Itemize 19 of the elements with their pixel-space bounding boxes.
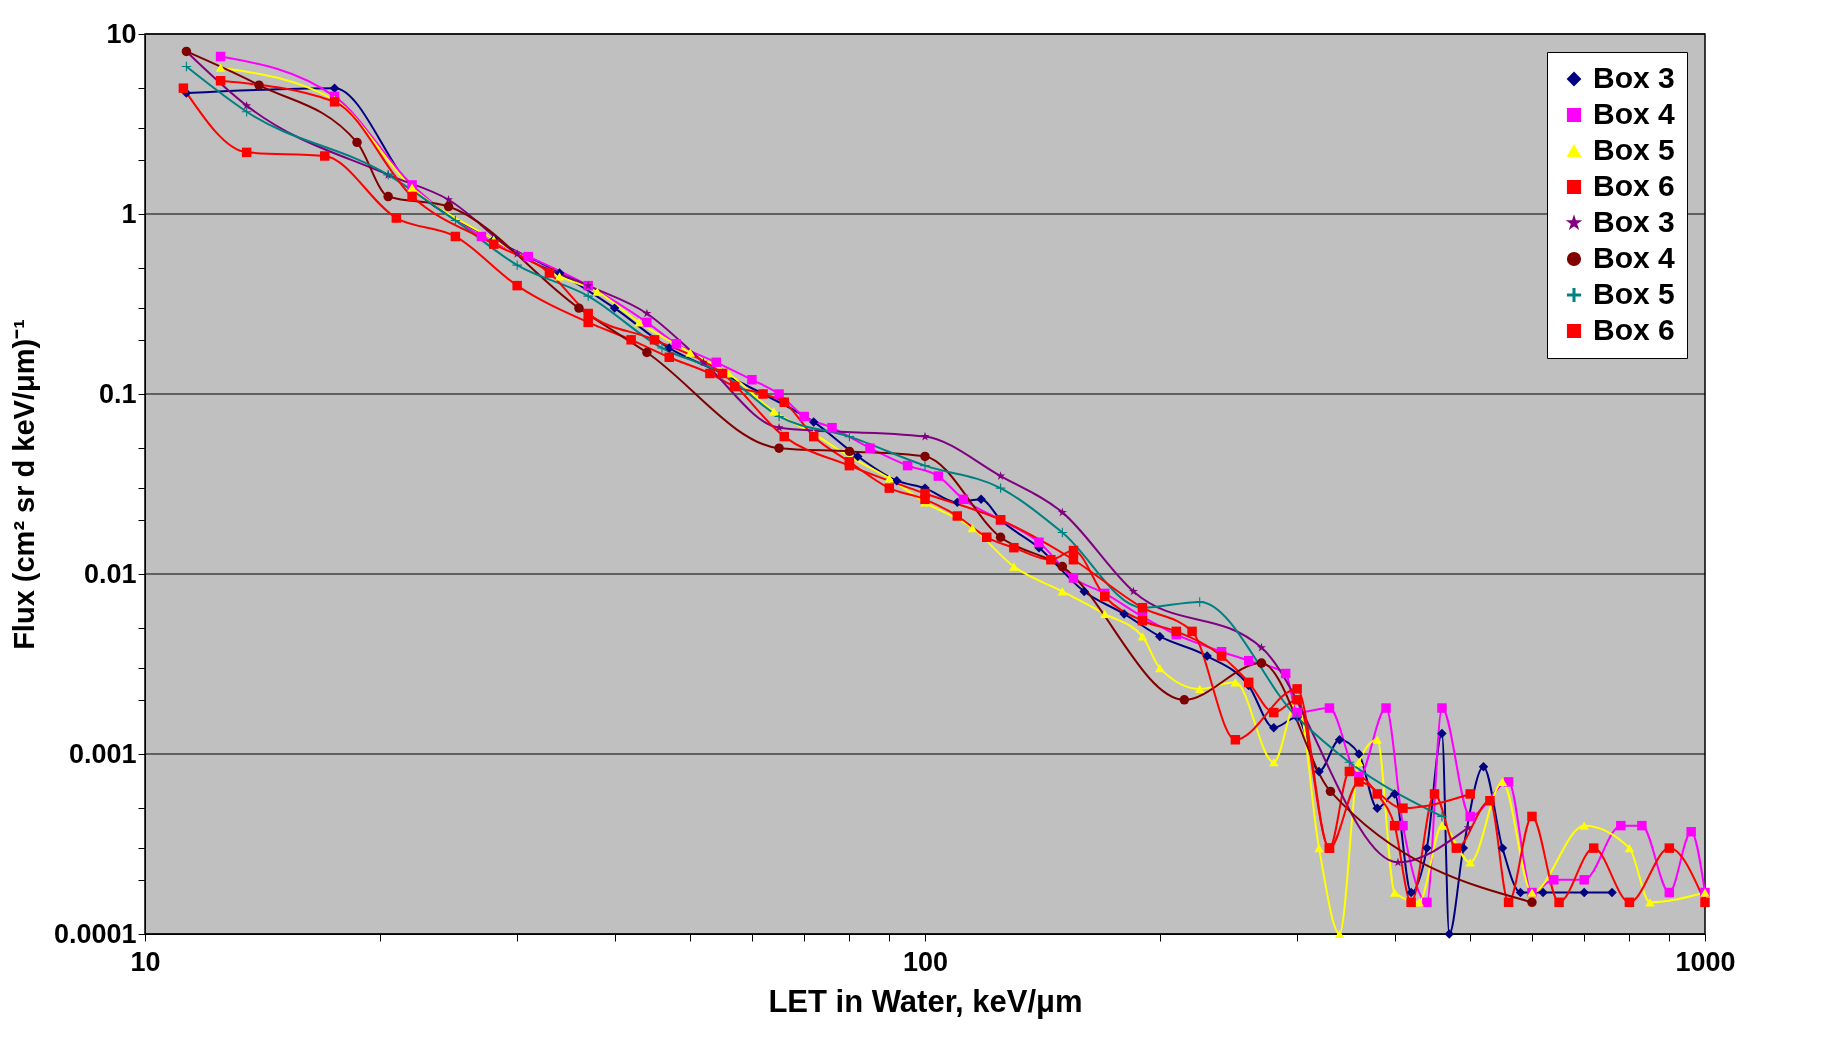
y-tick-label: 0.01 — [83, 558, 137, 589]
x-axis-title: LET in Water, keV/μm — [768, 983, 1083, 1019]
y-tick-label: 10 — [106, 18, 137, 49]
y-tick-label: 0.001 — [68, 738, 137, 769]
y-tick-label: 0.0001 — [53, 918, 137, 949]
legend-label: Box 3 — [1593, 61, 1675, 94]
x-tick-label: 1000 — [1675, 946, 1736, 977]
legend-label: Box 6 — [1593, 313, 1675, 346]
legend-label: Box 3 — [1593, 205, 1675, 238]
y-tick-label: 1 — [121, 198, 137, 229]
legend-label: Box 5 — [1593, 133, 1675, 166]
legend-label: Box 4 — [1593, 241, 1676, 274]
y-axis-title: Flux (cm² sr d keV/μm)⁻¹ — [7, 319, 40, 650]
legend-label: Box 6 — [1593, 169, 1675, 202]
legend-label: Box 4 — [1593, 97, 1676, 130]
legend-label: Box 5 — [1593, 277, 1675, 310]
x-tick-label: 10 — [130, 946, 161, 977]
y-tick-label: 0.1 — [98, 378, 137, 409]
x-tick-label: 100 — [902, 946, 949, 977]
